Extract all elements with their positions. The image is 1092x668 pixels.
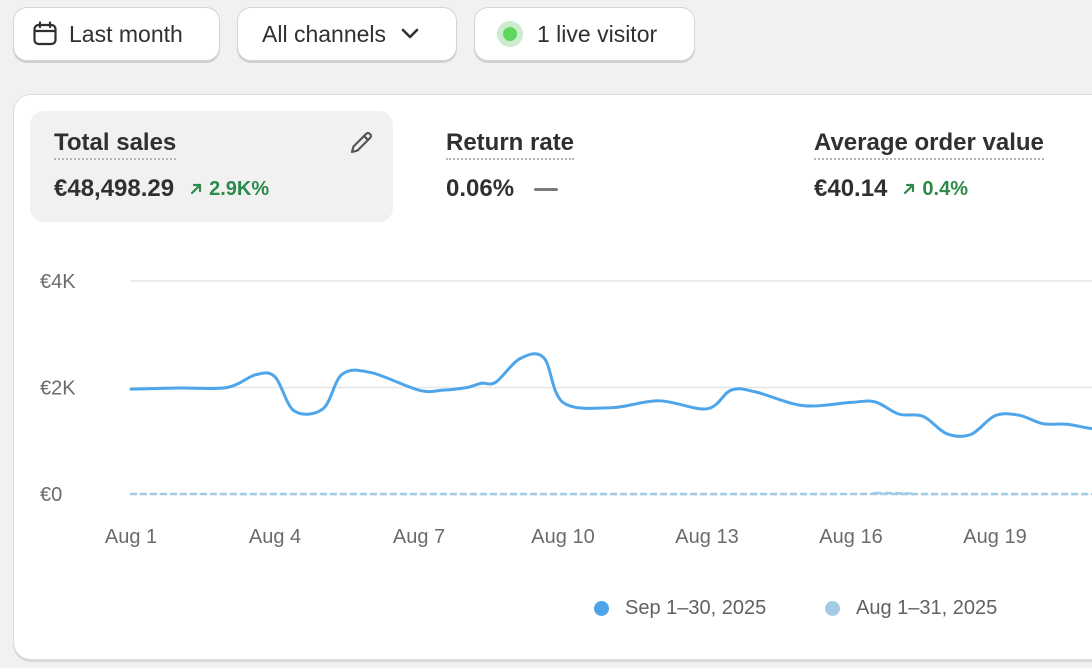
metric-title: Return rate xyxy=(446,129,575,160)
x-tick-label: Aug 1 xyxy=(105,526,157,548)
x-tick-label: Aug 16 xyxy=(819,526,882,548)
live-visitors-label: 1 live visitor xyxy=(537,20,658,47)
channels-label: All channels xyxy=(262,20,387,47)
legend-swatch-previous xyxy=(825,601,840,616)
metric-value: €48,498.29 xyxy=(54,175,175,202)
metric-change-value: 2.9K% xyxy=(209,177,270,200)
series-line-previous xyxy=(129,491,1092,496)
metric-change: 2.9K% xyxy=(190,178,269,201)
metric-tab-average-order-value[interactable]: Average order value €40.14 0.4% xyxy=(790,111,1092,222)
y-tick-label: €4K xyxy=(40,271,76,293)
metric-value: 0.06% xyxy=(446,175,515,202)
metric-tab-return-rate[interactable]: Return rate 0.06% xyxy=(422,111,752,222)
metric-title: Average order value xyxy=(814,129,1044,160)
legend-item-previous[interactable]: Aug 1–31, 2025 xyxy=(825,597,997,620)
x-tick-label: Aug 10 xyxy=(531,526,594,548)
chevron-down-icon xyxy=(400,27,420,41)
series-line-current xyxy=(129,352,1092,438)
legend-label-current: Sep 1–30, 2025 xyxy=(625,597,767,619)
legend-label-previous: Aug 1–31, 2025 xyxy=(856,597,998,619)
calendar-icon xyxy=(32,21,58,47)
arrow-up-right-icon xyxy=(903,183,915,195)
y-tick-label: €0 xyxy=(40,484,62,506)
sales-analytics-card: Total sales €48,498.29 2.9K% Return rate xyxy=(13,94,1092,660)
live-visitors-button[interactable]: 1 live visitor xyxy=(474,7,695,61)
live-status-dot xyxy=(497,21,523,47)
x-tick-label: Aug 13 xyxy=(675,526,738,548)
x-tick-label: Aug 4 xyxy=(249,526,301,548)
metric-change-value: 0.4% xyxy=(922,177,968,200)
no-change-dash-icon xyxy=(534,187,559,191)
legend-item-current[interactable]: Sep 1–30, 2025 xyxy=(594,597,766,620)
date-range-label: Last month xyxy=(69,20,183,47)
metric-tab-total-sales[interactable]: Total sales €48,498.29 2.9K% xyxy=(30,111,393,222)
channels-dropdown[interactable]: All channels xyxy=(237,7,457,61)
pencil-icon[interactable] xyxy=(347,129,375,162)
y-tick-label: €2K xyxy=(40,378,76,400)
metric-change: 0.4% xyxy=(903,178,968,201)
x-tick-label: Aug 7 xyxy=(393,526,445,548)
sales-line-chart: €4K €2K €0 Aug 1 Aug 4 Aug 7 Aug 10 Aug 13 Aug … xyxy=(40,271,1092,548)
metric-title: Total sales xyxy=(54,129,177,160)
metric-value: €40.14 xyxy=(814,175,888,202)
date-range-button[interactable]: Last month xyxy=(13,7,220,61)
x-tick-label: Aug 19 xyxy=(963,526,1026,548)
arrow-up-right-icon xyxy=(190,183,202,195)
legend-swatch-current xyxy=(594,601,609,616)
